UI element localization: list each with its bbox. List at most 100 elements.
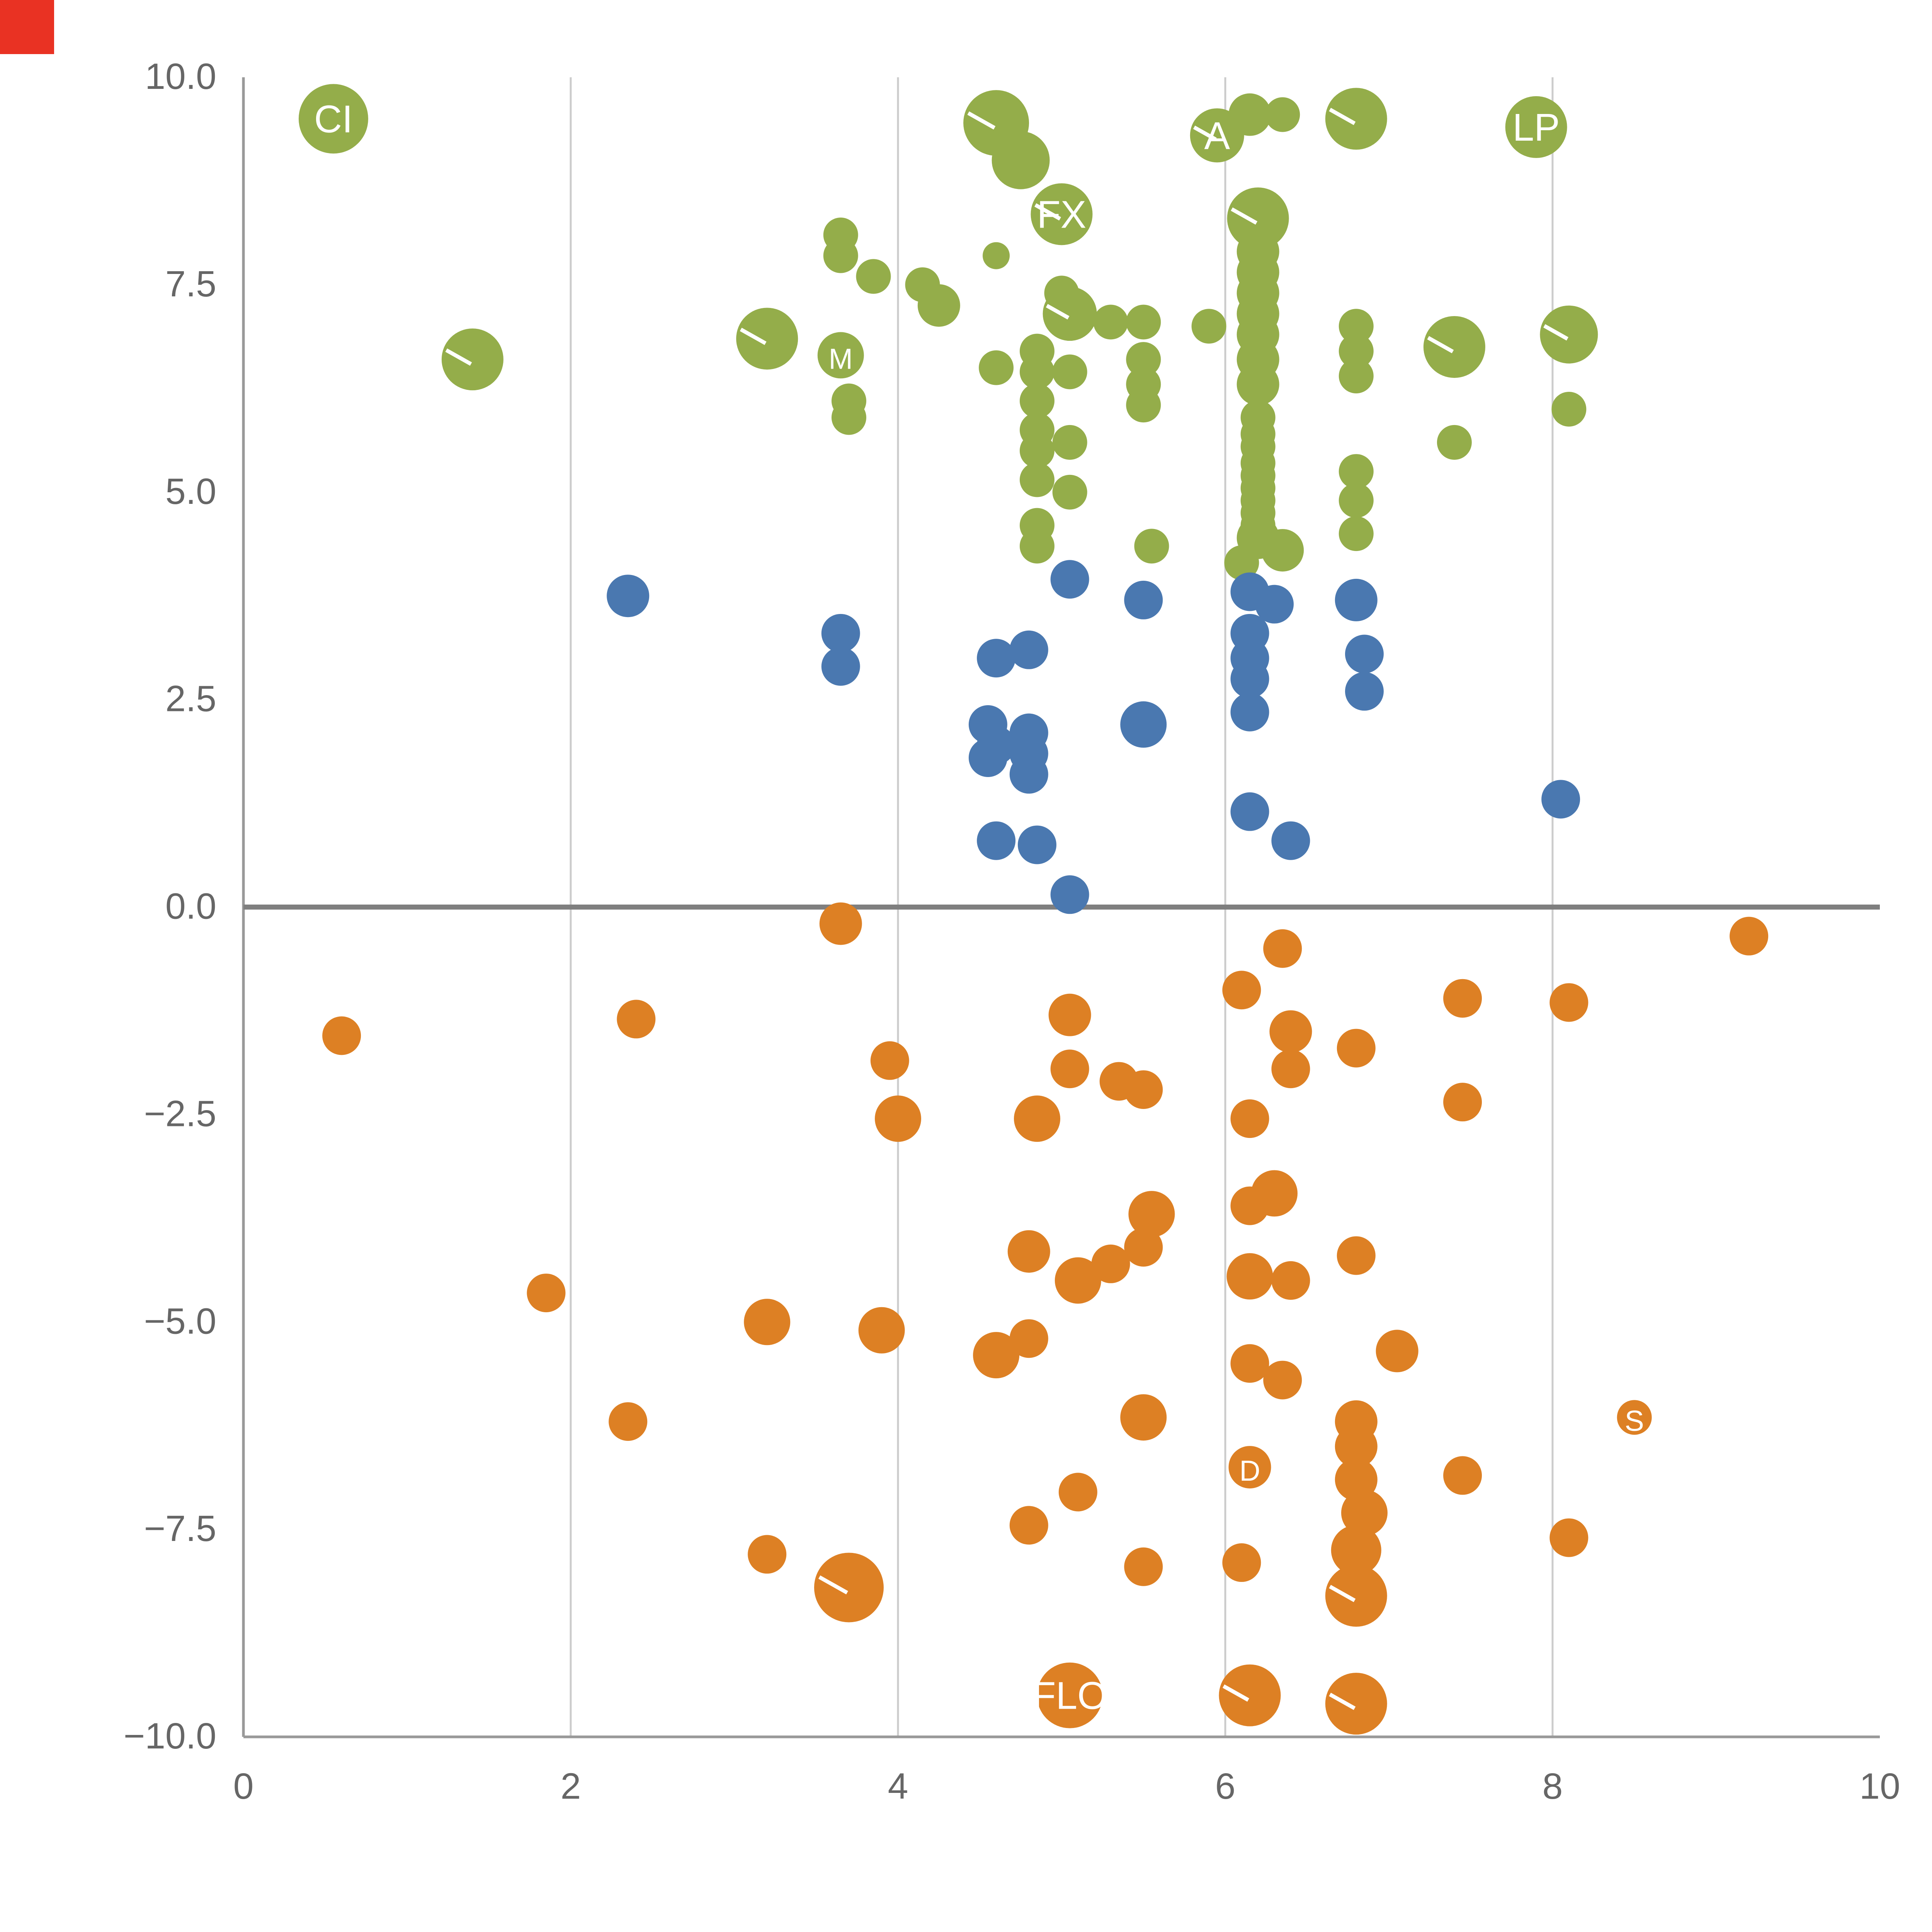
bubble-green: [1019, 462, 1054, 497]
label-leader-line: [967, 111, 996, 130]
bubble-green: [1019, 529, 1054, 564]
bubble-blue: [977, 639, 1016, 678]
bubble-green: [736, 308, 798, 370]
bubble-orange: [1048, 993, 1091, 1036]
x-tick-label: 4: [888, 1766, 908, 1807]
bubble-orange: [1120, 1394, 1167, 1441]
label-leader-line: [1543, 324, 1569, 341]
label-leader-line: [1034, 203, 1061, 221]
bubble-orange: [1037, 1662, 1103, 1728]
x-tick-label: 6: [1215, 1766, 1236, 1807]
bubble-green: [856, 259, 891, 294]
label-leader-line: [818, 1575, 848, 1595]
bubble-orange: [1219, 1664, 1281, 1726]
y-tick-label: 10.0: [145, 56, 216, 97]
label-leader-line: [1427, 336, 1454, 354]
bubble-blue: [1271, 821, 1310, 860]
bubble-green: [1228, 93, 1271, 136]
bubble-orange: [1009, 1319, 1048, 1358]
x-tick-label: 10: [1859, 1766, 1900, 1807]
bubble-label: M: [829, 342, 853, 375]
bubble-green: [1019, 383, 1054, 418]
bubble-blue: [1345, 672, 1384, 711]
y-tick-label: −5.0: [144, 1301, 216, 1342]
bubble-orange: [1230, 1099, 1269, 1138]
bubble-orange: [1091, 1244, 1130, 1283]
bubble-orange: [1263, 1361, 1302, 1400]
bubble-green: [1540, 305, 1598, 364]
bubble-green: [1505, 96, 1567, 158]
bubble-orange: [1325, 1565, 1387, 1627]
bubble-green: [1019, 433, 1054, 468]
bubble-orange: [1263, 929, 1302, 968]
bubble-orange: [1009, 1506, 1048, 1545]
bubble-orange: [1617, 1400, 1652, 1435]
bubble-blue: [1050, 875, 1089, 914]
bubble-orange: [1730, 917, 1769, 956]
bubble-green: [298, 84, 368, 154]
label-leader-line: [740, 328, 767, 345]
bubble-label: CI: [314, 97, 353, 141]
bubble-green: [1134, 529, 1169, 564]
bubble-green: [1338, 333, 1374, 369]
bubble-green: [1019, 354, 1054, 389]
bubble-orange: [1050, 1049, 1089, 1088]
y-tick-label: −2.5: [144, 1093, 216, 1134]
bubble-orange: [748, 1535, 787, 1574]
bubble-green: [817, 332, 864, 379]
bubble-green: [1191, 309, 1226, 344]
bubble-orange: [1331, 1525, 1381, 1575]
bubble-blue: [1230, 659, 1269, 698]
bubble-blue: [1120, 701, 1167, 748]
bubble-orange: [527, 1274, 566, 1313]
bubble-label: S: [1625, 1405, 1644, 1437]
bubble-orange: [819, 902, 862, 945]
bubble-orange: [1230, 1186, 1269, 1225]
bubble-blue: [1255, 585, 1294, 624]
bubble-blue: [977, 821, 1016, 860]
bubble-orange: [1341, 1490, 1388, 1536]
label-leader-line: [1193, 125, 1217, 141]
bubble-label: A: [1204, 114, 1230, 157]
label-leader-line: [1046, 304, 1070, 320]
x-tick-label: 0: [233, 1766, 254, 1807]
bubble-green: [1437, 425, 1472, 460]
bubble-orange: [1335, 1425, 1378, 1468]
bubble-green: [1338, 516, 1374, 551]
bubble-orange: [1271, 1049, 1310, 1088]
bubble-green: [1227, 187, 1289, 250]
bubble-orange: [875, 1095, 921, 1142]
bubble-green: [1265, 97, 1300, 132]
bubble-blue: [607, 575, 650, 617]
bubble-orange: [1271, 1261, 1310, 1300]
bubble-green: [1236, 363, 1279, 406]
bubble-orange: [1325, 1673, 1387, 1735]
bubble-orange: [1443, 979, 1482, 1018]
bubble-blue: [1050, 560, 1089, 599]
bubble-blue: [821, 614, 860, 653]
bubble-blue: [1230, 692, 1269, 731]
y-tick-label: −10.0: [124, 1716, 216, 1757]
label-leader-line: [1223, 1684, 1249, 1702]
bubble-blue: [821, 647, 860, 686]
bubble-orange: [1222, 971, 1261, 1010]
corner-marker: [0, 0, 54, 54]
bubble-orange: [609, 1402, 648, 1441]
bubble-green: [1093, 304, 1128, 340]
bubble-orange: [1443, 1456, 1482, 1495]
bubble-orange: [1124, 1070, 1163, 1109]
bubble-orange: [1226, 1253, 1273, 1300]
y-tick-label: −7.5: [144, 1508, 216, 1549]
bubble-orange: [1007, 1230, 1050, 1273]
bubble-green: [983, 242, 1010, 269]
bubble-green: [1052, 474, 1087, 510]
label-leader-line: [1329, 108, 1356, 125]
bubble-green: [979, 350, 1014, 385]
bubble-blue: [1124, 580, 1163, 619]
bubble-orange: [1228, 1446, 1271, 1489]
bubble-green: [1126, 342, 1161, 377]
y-tick-label: 7.5: [165, 264, 216, 304]
bubble-orange: [1376, 1330, 1418, 1372]
